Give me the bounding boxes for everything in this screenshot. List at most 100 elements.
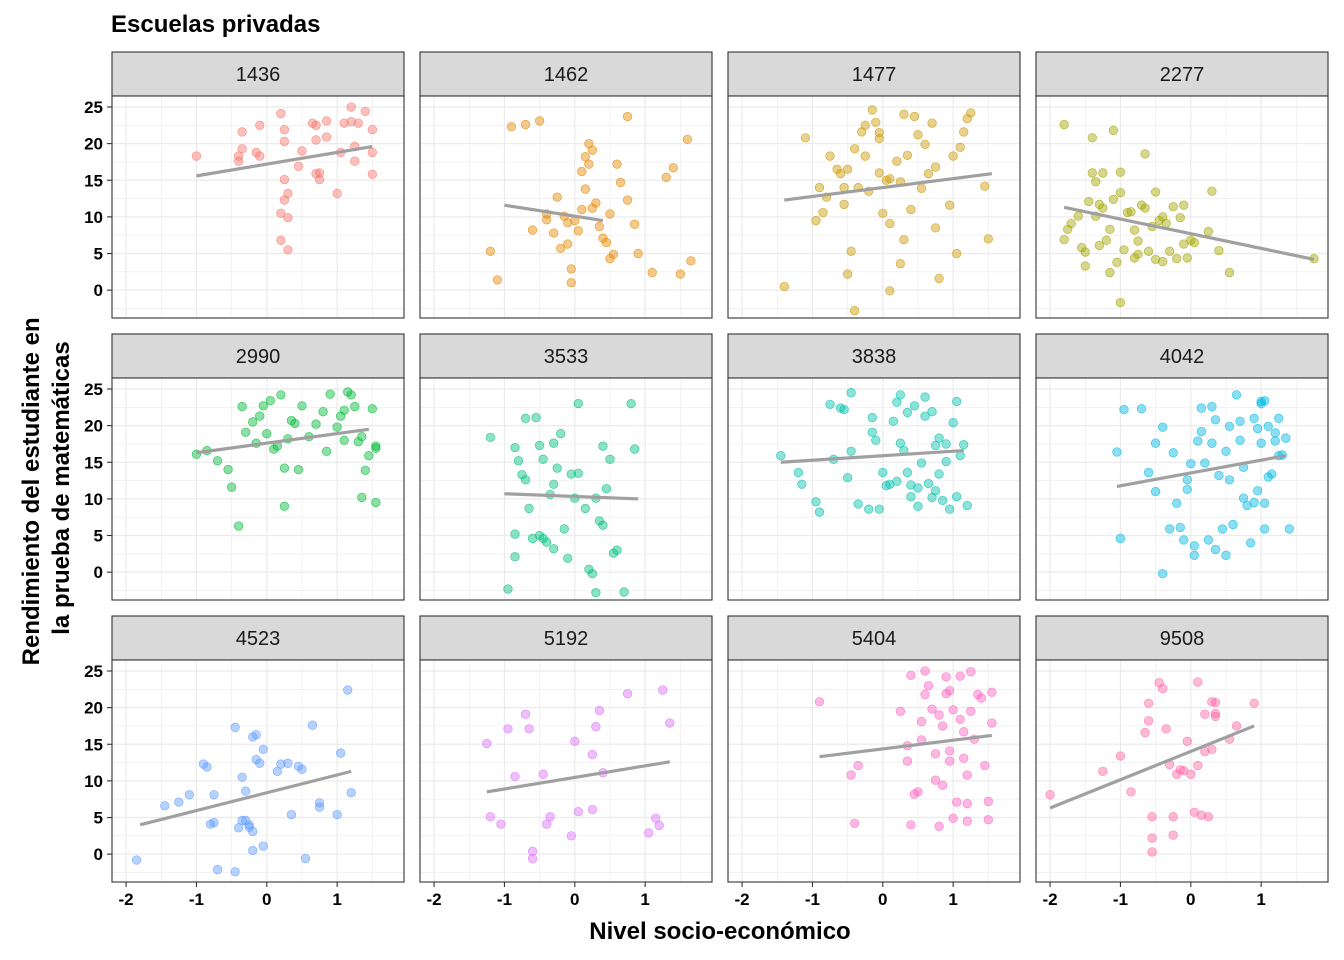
data-point <box>608 249 619 259</box>
data-point <box>629 444 640 454</box>
data-point <box>234 156 244 166</box>
data-point <box>223 464 233 475</box>
data-point <box>1126 207 1136 217</box>
data-point <box>1084 196 1094 207</box>
panel-background <box>1036 660 1328 882</box>
data-point <box>966 108 976 118</box>
facet-strip <box>1035 333 1329 379</box>
y-tick-label: 15 <box>84 171 103 190</box>
data-point <box>1196 426 1206 437</box>
data-point <box>850 144 860 154</box>
data-point <box>885 174 895 184</box>
data-point <box>850 818 860 829</box>
data-point <box>811 215 821 226</box>
data-point <box>513 456 524 466</box>
y-tick-label: 25 <box>84 380 103 399</box>
data-point <box>251 754 261 765</box>
data-point <box>1210 544 1221 555</box>
data-point <box>906 492 916 502</box>
data-point <box>1115 297 1126 308</box>
data-point <box>286 809 297 820</box>
data-point <box>311 135 321 145</box>
data-point <box>527 225 538 235</box>
data-point <box>1158 256 1168 267</box>
data-point <box>1186 459 1196 469</box>
data-point <box>987 687 997 697</box>
data-point <box>885 286 895 296</box>
x-tick-label: -1 <box>497 890 512 909</box>
facet-strip <box>111 51 405 97</box>
data-point <box>927 407 937 417</box>
data-point <box>1087 133 1097 143</box>
data-point <box>916 716 927 727</box>
facet-panel-2277: 2277 <box>1035 51 1329 319</box>
data-point <box>314 174 325 185</box>
data-point <box>920 139 930 150</box>
data-point <box>916 183 927 193</box>
data-point <box>962 770 972 780</box>
data-point <box>941 456 951 467</box>
data-point <box>622 111 633 122</box>
data-point <box>619 587 629 597</box>
data-point <box>212 456 223 466</box>
data-point <box>860 151 870 161</box>
regression-line <box>196 144 373 178</box>
data-point <box>622 195 633 205</box>
data-point <box>598 441 608 451</box>
panel-border <box>419 659 713 883</box>
data-point <box>885 479 895 489</box>
data-point <box>297 764 307 774</box>
data-point <box>279 174 290 185</box>
x-tick-label: 1 <box>948 890 957 909</box>
facet-panel-1436: 1436 0 5 10 15 20 25 <box>84 51 405 319</box>
data-point <box>276 759 286 769</box>
data-point <box>367 147 377 158</box>
data-point <box>1143 698 1154 708</box>
data-point <box>665 718 675 728</box>
data-point <box>524 724 534 734</box>
data-point <box>1245 538 1256 548</box>
data-point <box>131 855 142 865</box>
data-point <box>212 864 223 875</box>
data-point <box>1189 807 1199 818</box>
data-point <box>545 812 555 822</box>
data-point <box>251 147 261 158</box>
data-point <box>895 390 906 400</box>
data-point <box>1165 524 1175 534</box>
y-tick-label: 10 <box>84 208 103 227</box>
facet-strip <box>1035 615 1329 661</box>
data-point <box>776 451 786 461</box>
facet-panel-1477: 1477 <box>727 51 1021 319</box>
data-point <box>1122 207 1133 218</box>
data-point <box>1126 787 1136 797</box>
data-point <box>605 209 615 219</box>
data-point <box>1073 211 1083 221</box>
data-point <box>357 492 367 503</box>
facet-strip-label: 4042 <box>1160 346 1205 368</box>
data-point <box>492 275 503 285</box>
data-point <box>1158 683 1168 694</box>
y-tick-label: 20 <box>84 699 103 718</box>
data-point <box>913 501 923 511</box>
data-point <box>867 105 877 115</box>
data-point <box>371 441 381 451</box>
data-point <box>580 184 590 194</box>
data-point <box>258 401 268 411</box>
panel-border <box>1035 95 1329 319</box>
data-point <box>241 786 251 796</box>
data-point <box>353 437 363 447</box>
data-point <box>591 588 601 598</box>
data-point <box>878 208 888 218</box>
data-point <box>1263 472 1273 482</box>
data-point <box>825 399 835 410</box>
y-tick-label: 25 <box>84 98 103 117</box>
facet-panel-5192: 5192 -2 -1 0 1 <box>419 615 713 909</box>
data-point <box>1175 765 1185 775</box>
panel-background <box>728 378 1020 600</box>
data-point <box>644 828 654 838</box>
data-point <box>538 769 548 779</box>
chart-title: Escuelas privadas <box>111 11 320 38</box>
data-point <box>321 132 332 142</box>
regression-line <box>1063 205 1315 261</box>
data-point <box>962 114 972 124</box>
